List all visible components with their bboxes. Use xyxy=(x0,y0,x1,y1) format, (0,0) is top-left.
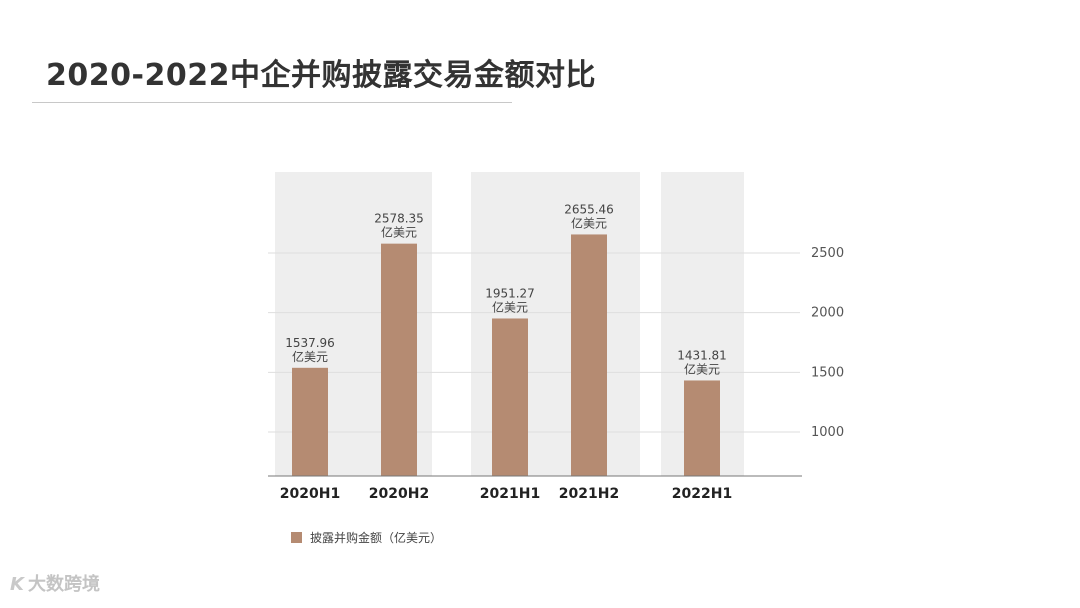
bar-2021H2 xyxy=(571,234,607,476)
legend-label: 披露并购金额（亿美元） xyxy=(310,530,442,545)
watermark: K 大数跨境 xyxy=(10,570,100,596)
page-title: 2020-2022中企并购披露交易金额对比 xyxy=(46,58,596,93)
data-label-unit: 亿美元 xyxy=(292,349,328,364)
x-tick-label: 2020H2 xyxy=(369,486,429,502)
bar-2021H1 xyxy=(492,318,528,476)
y-tick-label: 2000 xyxy=(811,306,844,321)
x-tick-label: 2021H1 xyxy=(480,486,540,502)
data-label-value: 1951.27 xyxy=(485,286,535,300)
data-label-value: 2655.46 xyxy=(564,202,614,216)
x-tick-label: 2021H2 xyxy=(559,486,619,502)
data-label-value: 1431.81 xyxy=(677,348,727,362)
bar-2020H1 xyxy=(292,367,328,476)
data-label-value: 1537.96 xyxy=(285,336,335,350)
bar-2020H2 xyxy=(381,243,417,476)
bar-2022H1 xyxy=(684,380,720,476)
x-tick-label: 2022H1 xyxy=(672,486,732,502)
watermark-text: 大数跨境 xyxy=(27,574,100,595)
y-tick-label: 2500 xyxy=(811,246,844,261)
legend-swatch xyxy=(291,532,302,543)
data-label-unit: 亿美元 xyxy=(492,299,528,314)
data-label-unit: 亿美元 xyxy=(381,225,417,240)
data-label-value: 2578.35 xyxy=(374,212,424,226)
x-tick-label: 2020H1 xyxy=(280,486,340,502)
watermark-logo-icon: K xyxy=(10,574,24,595)
y-tick-label: 1000 xyxy=(811,425,844,440)
data-label-unit: 亿美元 xyxy=(684,361,720,376)
title-divider xyxy=(32,102,512,103)
data-label-unit: 亿美元 xyxy=(571,215,607,230)
y-tick-label: 1500 xyxy=(811,365,844,380)
